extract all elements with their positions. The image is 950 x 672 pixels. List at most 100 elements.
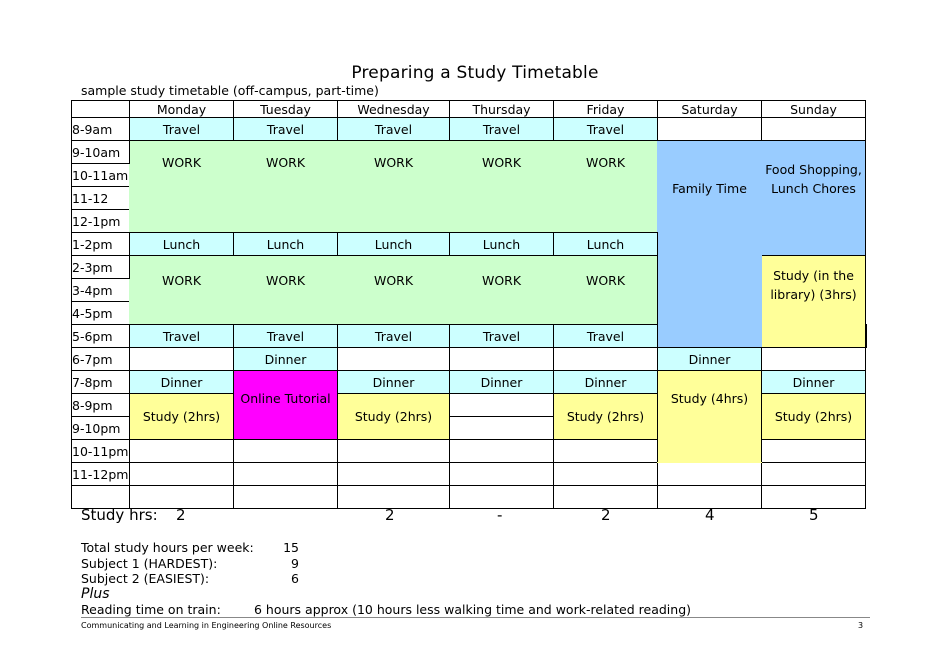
study-hours-thursday: - xyxy=(497,506,503,524)
cell-empty xyxy=(553,462,658,486)
study-hours-wednesday: 2 xyxy=(385,506,395,524)
time-label: 10-11pm xyxy=(71,439,130,463)
cell-work: WORK xyxy=(233,255,338,325)
table-row: 2-3pm WORK WORK WORK WORK WORK Study (in… xyxy=(71,255,867,348)
time-label: 5-6pm xyxy=(71,324,130,348)
study-hours-sunday: 5 xyxy=(809,506,819,524)
cell-empty xyxy=(449,347,554,371)
time-label: 8-9pm xyxy=(71,393,130,417)
cell-empty xyxy=(449,393,554,417)
cell-empty xyxy=(553,485,658,509)
cell-work: WORK xyxy=(337,255,450,325)
day-header-monday: Monday xyxy=(129,100,234,118)
time-label: 7-8pm xyxy=(71,370,130,394)
table-row: 9-10am WORK WORK WORK WORK WORK Family T… xyxy=(71,140,867,348)
cell-dinner: Dinner xyxy=(657,347,762,371)
table-row: 6-7pm Dinner Dinner xyxy=(71,347,867,371)
day-header-thursday: Thursday xyxy=(449,100,554,118)
timetable: Monday Tuesday Wednesday Thursday Friday… xyxy=(71,100,867,509)
header-row: Monday Tuesday Wednesday Thursday Friday… xyxy=(71,100,867,118)
cell-lunch: Lunch xyxy=(449,232,554,256)
cell-empty xyxy=(129,439,234,463)
corner-cell xyxy=(71,100,130,118)
cell-empty xyxy=(865,324,867,348)
footer-divider xyxy=(81,617,870,618)
time-label: 3-4pm xyxy=(71,278,130,302)
table-row: 10-11am xyxy=(71,163,867,187)
cell-study-4hrs: Study (4hrs) xyxy=(657,370,762,463)
study-hours-saturday: 4 xyxy=(705,506,715,524)
cell-food-shopping: Food Shopping, Lunch Chores xyxy=(761,140,866,256)
table-row: 8-9pm Study (2hrs) Study (2hrs) Study (2… xyxy=(71,393,867,440)
table-row: 11-12 xyxy=(71,186,867,210)
cell-work: WORK xyxy=(449,255,554,325)
page-title: Preparing a Study Timetable xyxy=(351,63,599,83)
cell-work: WORK xyxy=(129,255,234,325)
table-row: 3-4pm xyxy=(71,278,867,302)
cell-dinner: Dinner xyxy=(449,370,554,394)
cell-dinner: Dinner xyxy=(761,370,866,394)
day-header-tuesday: Tuesday xyxy=(233,100,338,118)
study-hours-friday: 2 xyxy=(601,506,611,524)
day-header-wednesday: Wednesday xyxy=(337,100,450,118)
table-row: 7-8pm Dinner Online Tutorial Dinner Dinn… xyxy=(71,370,867,463)
study-hours-label: Study hrs: xyxy=(81,506,158,524)
cell-study-2hrs: Study (2hrs) xyxy=(553,393,658,440)
cell-work: WORK xyxy=(337,140,450,233)
cell-lunch: Lunch xyxy=(233,232,338,256)
total-hours-value: 15 xyxy=(283,540,299,555)
cell-work: WORK xyxy=(553,255,658,325)
cell-travel: Travel xyxy=(449,117,554,141)
table-row: 11-12pm xyxy=(71,462,867,486)
time-label: 2-3pm xyxy=(71,255,130,279)
time-label: 8-9am xyxy=(71,117,130,141)
page-subtitle: sample study timetable (off-campus, part… xyxy=(81,83,379,98)
cell-dinner: Dinner xyxy=(553,370,658,394)
cell-travel: Travel xyxy=(129,117,234,141)
cell-work: WORK xyxy=(553,140,658,233)
cell-dinner: Dinner xyxy=(129,370,234,394)
cell-empty xyxy=(449,462,554,486)
cell-empty xyxy=(553,439,658,463)
cell-empty xyxy=(449,439,554,463)
reading-time-value: 6 hours approx (10 hours less walking ti… xyxy=(254,602,692,617)
table-row: 1-2pm Lunch Lunch Lunch Lunch Lunch xyxy=(71,232,867,256)
cell-empty xyxy=(761,117,866,141)
reading-time-label: Reading time on train: xyxy=(81,602,221,617)
cell-empty xyxy=(337,347,450,371)
cell-empty xyxy=(337,439,450,463)
cell-empty xyxy=(449,485,554,509)
cell-lunch: Lunch xyxy=(553,232,658,256)
time-label: 6-7pm xyxy=(71,347,130,371)
cell-travel: Travel xyxy=(233,117,338,141)
cell-empty xyxy=(129,485,234,509)
time-label: 1-2pm xyxy=(71,232,130,256)
time-label: 12-1pm xyxy=(71,209,130,233)
cell-travel: Travel xyxy=(553,117,658,141)
cell-empty xyxy=(449,416,554,440)
subject2-value: 6 xyxy=(291,571,299,586)
table-row: 9-10pm xyxy=(71,416,867,440)
cell-empty xyxy=(337,485,450,509)
cell-empty xyxy=(129,347,234,371)
time-label: 11-12 xyxy=(71,186,130,210)
cell-empty xyxy=(657,117,762,141)
cell-work: WORK xyxy=(449,140,554,233)
cell-travel: Travel xyxy=(337,324,450,348)
cell-online-tutorial: Online Tutorial xyxy=(233,370,338,440)
time-label: 9-10am xyxy=(71,140,130,164)
cell-family-time: Family Time xyxy=(657,140,762,348)
page-number: 3 xyxy=(858,621,864,630)
study-hours-row: Study hrs: 2 2 - 2 4 5 xyxy=(71,506,865,528)
cell-travel: Travel xyxy=(233,324,338,348)
cell-empty xyxy=(233,462,338,486)
cell-travel: Travel xyxy=(337,117,450,141)
cell-empty xyxy=(657,485,762,509)
cell-travel: Travel xyxy=(449,324,554,348)
footer-text: Communicating and Learning in Engineerin… xyxy=(81,621,332,630)
cell-empty xyxy=(761,439,866,463)
cell-empty xyxy=(761,462,866,486)
cell-empty xyxy=(553,347,658,371)
time-label: 4-5pm xyxy=(71,301,130,325)
day-header-sunday: Sunday xyxy=(761,100,866,118)
